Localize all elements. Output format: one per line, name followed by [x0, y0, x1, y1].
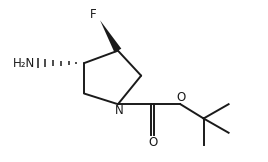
Polygon shape: [100, 20, 121, 53]
Text: O: O: [177, 91, 186, 104]
Text: F: F: [90, 8, 96, 21]
Text: O: O: [148, 136, 157, 149]
Text: N: N: [114, 104, 123, 117]
Text: H₂N: H₂N: [13, 57, 35, 70]
